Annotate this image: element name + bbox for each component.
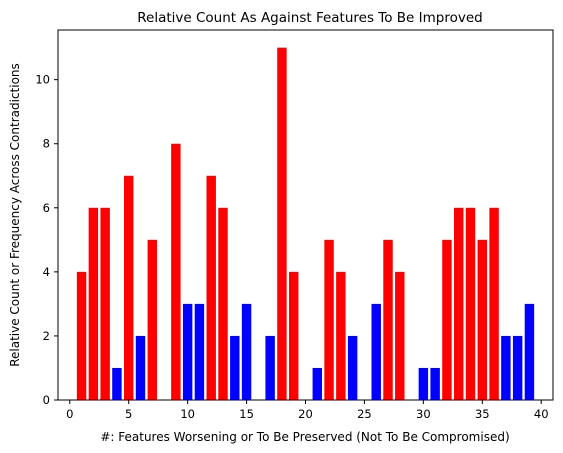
x-tick-label: 10 [180, 407, 195, 421]
x-tick-label: 20 [298, 407, 313, 421]
x-tick-label: 0 [66, 407, 73, 421]
bar-18 [277, 47, 287, 400]
bar-13 [218, 207, 228, 400]
bar-19 [289, 271, 299, 400]
y-tick-label: 4 [43, 265, 50, 279]
bar-31 [430, 367, 440, 400]
y-axis-label: Relative Count or Frequency Across Contr… [8, 63, 22, 367]
bar-4 [112, 367, 122, 400]
bar-10 [182, 303, 193, 400]
x-tick-label: 35 [475, 407, 490, 421]
bar-9 [171, 143, 181, 400]
x-tick-label: 40 [534, 407, 549, 421]
y-tick-label: 6 [43, 201, 50, 215]
y-axis-ticks: 0 2 4 6 8 10 [35, 73, 58, 407]
bar-5 [124, 175, 134, 400]
bar-36 [489, 207, 499, 400]
x-tick-label: 25 [357, 407, 372, 421]
bar-21 [312, 367, 322, 400]
y-tick-label: 2 [43, 329, 50, 343]
bar-35 [477, 239, 487, 400]
bar-26 [371, 303, 381, 400]
chart-title: Relative Count As Against Features To Be… [137, 10, 482, 26]
y-tick-label: 0 [43, 393, 50, 407]
bars-group [76, 47, 535, 400]
x-tick-label: 5 [125, 407, 132, 421]
bar-7 [147, 239, 157, 400]
bar-38 [512, 335, 523, 400]
bar-24 [347, 335, 358, 400]
bar-32 [442, 239, 452, 400]
bar-15 [241, 303, 252, 400]
bar-28 [395, 271, 405, 400]
bar-34 [465, 207, 476, 400]
bar-14 [230, 335, 240, 400]
bar-33 [454, 207, 464, 400]
bar-17 [265, 335, 275, 400]
bar-2 [88, 207, 99, 400]
bar-37 [501, 335, 511, 400]
y-tick-label: 8 [43, 137, 50, 151]
x-tick-label: 30 [416, 407, 431, 421]
bar-22 [324, 239, 334, 400]
bar-27 [383, 239, 393, 400]
bar-1 [76, 271, 87, 400]
bar-3 [100, 207, 110, 400]
bar-23 [336, 271, 346, 400]
x-tick-label: 15 [239, 407, 254, 421]
bar-6 [135, 335, 146, 400]
bar-30 [418, 367, 429, 400]
x-axis-label: #: Features Worsening or To Be Preserved… [100, 430, 509, 444]
bar-11 [194, 303, 205, 400]
bar-12 [206, 175, 216, 400]
y-tick-label: 10 [35, 73, 50, 87]
bar-39 [524, 303, 535, 400]
x-axis-ticks: 0 5 10 15 20 25 30 35 40 [66, 400, 549, 421]
